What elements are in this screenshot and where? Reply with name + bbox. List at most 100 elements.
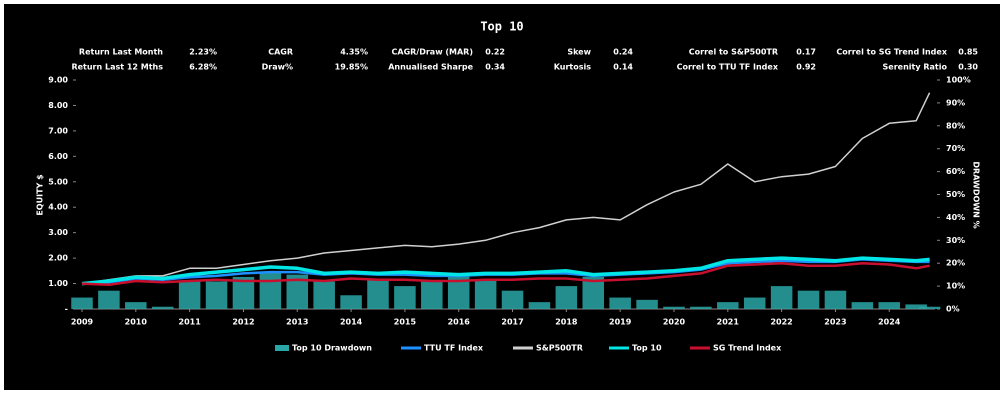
y-tick-label: 2.00 — [48, 254, 68, 263]
y2-tick-label: 40% — [946, 213, 965, 222]
x-tick-label: 2024 — [878, 318, 901, 327]
legend-label: Top 10 — [632, 344, 662, 353]
y2-tick-label: 80% — [946, 121, 965, 130]
legend-swatch — [275, 345, 289, 351]
y-tick-label: - — [65, 305, 68, 314]
y2-axis-label: DRAWDOWN % — [972, 161, 981, 228]
stat-value: 6.28% — [189, 63, 217, 72]
drawdown-bar — [690, 306, 712, 309]
x-tick-label: 2018 — [555, 318, 578, 327]
drawdown-bar — [663, 306, 685, 309]
legend-label: TTU TF Index — [424, 344, 484, 353]
stat-label: Correl to S&P500TR — [689, 48, 778, 57]
x-tick-label: 2015 — [394, 318, 417, 327]
stat-value: 0.85 — [958, 48, 978, 57]
drawdown-bar — [178, 281, 201, 309]
drawdown-bar — [918, 306, 941, 309]
stat-label: Draw% — [262, 63, 293, 72]
stat-label: Skew — [567, 48, 591, 57]
stat-label: Annualised Sharpe — [388, 63, 473, 72]
stat-value: 19.85% — [335, 63, 368, 72]
drawdown-bar — [286, 274, 309, 309]
legend-label: SG Trend Index — [713, 344, 782, 353]
x-tick-label: 2019 — [609, 318, 632, 327]
chart-background — [4, 4, 1000, 390]
stat-value: 0.17 — [796, 48, 816, 57]
legend-label: S&P500TR — [536, 344, 583, 353]
x-tick-label: 2021 — [717, 318, 740, 327]
drawdown-bar — [905, 304, 927, 309]
drawdown-bar — [609, 297, 631, 309]
drawdown-bar — [421, 281, 443, 309]
drawdown-bar — [313, 281, 335, 309]
y-tick-label: 1.00 — [48, 279, 68, 288]
x-tick-label: 2012 — [232, 318, 254, 327]
x-tick-label: 2009 — [71, 318, 94, 327]
stat-value: 0.34 — [485, 63, 505, 72]
drawdown-bar — [259, 272, 282, 309]
drawdown-bar — [636, 299, 658, 309]
y2-tick-label: 30% — [946, 236, 965, 245]
stat-value: 0.14 — [613, 63, 633, 72]
drawdown-bar — [743, 297, 766, 309]
drawdown-bar — [340, 295, 362, 309]
y-tick-label: 4.00 — [48, 203, 68, 212]
y-tick-label: 8.00 — [48, 101, 68, 110]
drawdown-bar — [555, 286, 578, 309]
drawdown-bar — [528, 302, 551, 309]
drawdown-bar — [797, 290, 820, 309]
stat-label: Kurtosis — [554, 63, 592, 72]
stat-label: CAGR — [268, 48, 293, 57]
drawdown-bar — [851, 302, 874, 309]
y2-tick-label: 0% — [946, 305, 960, 314]
x-tick-label: 2020 — [663, 318, 686, 327]
stat-label: Return Last Month — [79, 48, 163, 57]
chart-title: Top 10 — [480, 20, 523, 34]
y2-tick-label: 10% — [946, 282, 965, 291]
stat-label: Serenity Ratio — [883, 63, 948, 72]
y-tick-label: 9.00 — [48, 76, 68, 85]
y2-tick-label: 70% — [946, 144, 965, 153]
stat-value: 0.92 — [796, 63, 816, 72]
drawdown-bar — [447, 274, 470, 309]
series-line — [81, 261, 930, 287]
y-tick-label: 6.00 — [48, 152, 68, 161]
x-tick-label: 2023 — [824, 318, 846, 327]
stat-value: 0.30 — [958, 63, 978, 72]
legend-label: Top 10 Drawdown — [292, 344, 372, 353]
stat-value: 2.23% — [189, 48, 217, 57]
y-tick-label: 7.00 — [48, 126, 68, 135]
y2-tick-label: 20% — [946, 259, 965, 268]
drawdown-bar — [71, 297, 93, 309]
x-tick-label: 2016 — [448, 318, 471, 327]
y2-tick-label: 100% — [946, 76, 971, 85]
series-line — [81, 92, 931, 285]
drawdown-bar — [501, 290, 524, 309]
x-tick-label: 2010 — [125, 318, 148, 327]
drawdown-bar — [878, 302, 901, 309]
x-tick-label: 2013 — [286, 318, 308, 327]
x-tick-label: 2017 — [501, 318, 523, 327]
stat-label: Correl to TTU TF Index — [677, 63, 779, 72]
stat-value: 0.24 — [613, 48, 633, 57]
drawdown-bar — [394, 286, 416, 309]
stat-value: 4.35% — [340, 48, 368, 57]
drawdown-bar — [367, 279, 389, 309]
y2-tick-label: 50% — [946, 190, 965, 199]
drawdown-bar — [151, 306, 174, 309]
y-tick-label: 5.00 — [48, 177, 68, 186]
stat-value: 0.22 — [485, 48, 505, 57]
y-tick-label: 3.00 — [48, 228, 68, 237]
stat-label: Correl to SG Trend Index — [836, 48, 947, 57]
stat-label: Return Last 12 Mths — [71, 63, 163, 72]
y2-tick-label: 60% — [946, 167, 965, 176]
drawdown-bar — [232, 276, 255, 309]
drawdown-bar — [770, 286, 793, 309]
x-tick-label: 2014 — [340, 318, 363, 327]
y-axis-label: EQUITY $ — [36, 174, 45, 216]
drawdown-bar — [125, 302, 147, 309]
drawdown-bar — [205, 281, 228, 309]
drawdown-bar — [717, 302, 739, 309]
